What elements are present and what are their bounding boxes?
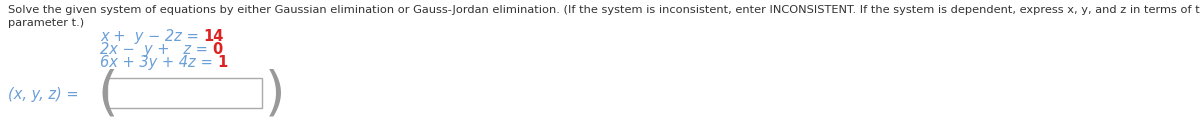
Text: =: = [191, 43, 212, 58]
Text: (: ( [98, 68, 119, 120]
Text: 2x −  y +   z: 2x − y + z [100, 43, 191, 58]
Text: =: = [196, 55, 217, 71]
FancyBboxPatch shape [107, 78, 262, 108]
Text: 6x + 3y + 4z: 6x + 3y + 4z [100, 55, 196, 71]
Text: parameter t.): parameter t.) [8, 18, 84, 28]
Text: 14: 14 [203, 30, 223, 44]
Text: (x, y, z) =: (x, y, z) = [8, 87, 79, 102]
Text: ): ) [265, 68, 286, 120]
Text: =: = [181, 30, 203, 44]
Text: 0: 0 [212, 43, 223, 58]
Text: Solve the given system of equations by either Gaussian elimination or Gauss-Jord: Solve the given system of equations by e… [8, 5, 1200, 15]
Text: 1: 1 [217, 55, 227, 71]
Text: x +  y − 2z: x + y − 2z [100, 30, 181, 44]
